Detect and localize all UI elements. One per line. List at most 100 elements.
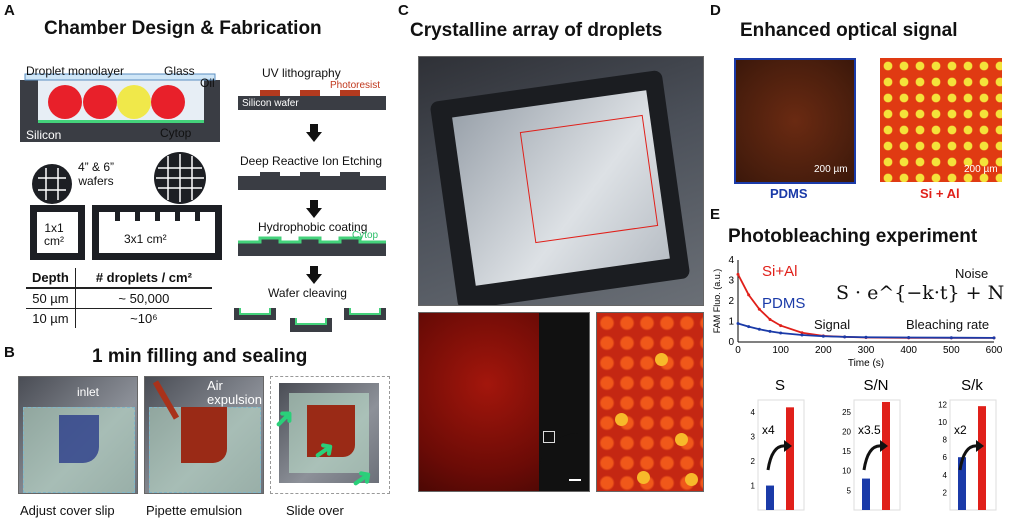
label-cytop-coating: Cytop <box>352 230 379 241</box>
bar-y-tick-label: 10 <box>842 467 851 476</box>
data-point <box>747 293 751 297</box>
label-wafers: 4” & 6” wafers <box>78 160 115 188</box>
label-photoresist: Photoresist <box>330 80 381 91</box>
bar-y-tick-label: 8 <box>943 436 948 445</box>
step-image-adjust-cover-slip: inlet <box>18 376 138 494</box>
chip-photograph <box>418 56 704 306</box>
bar-y-tick-label: 6 <box>943 453 948 462</box>
step-caption: Slide over <box>286 503 344 518</box>
pdms-image: 200 µm <box>734 58 856 184</box>
label-cytop: Cytop <box>160 126 192 140</box>
step-overlay-text: inlet <box>77 385 100 399</box>
data-point <box>800 333 804 337</box>
x-tick-label: 300 <box>858 345 875 356</box>
zoom-box <box>543 431 555 443</box>
annotation-noise: Noise <box>955 266 989 281</box>
wafer-icons <box>32 152 206 204</box>
emulsion-region <box>181 407 227 463</box>
fold-change-label: x4 <box>762 423 775 437</box>
label-silicon: Silicon <box>26 128 62 142</box>
ratio-bar-charts: S 1 2 3 4 x4 S/N 5 10 15 20 25 x3.5 S/k 2 4 6 8 10 12 x2 <box>736 376 1024 526</box>
x-tick-label: 100 <box>772 345 789 356</box>
panel-e-title: Photobleaching experiment <box>728 226 978 247</box>
bar-y-tick-label: 10 <box>938 418 947 427</box>
curved-arrow-icon <box>766 444 787 471</box>
step-image-slide-over: ➜ ➜ ➜ <box>265 376 390 497</box>
arrow-down-icon <box>306 124 322 142</box>
panel-d-label: D <box>710 2 721 19</box>
zoom-box <box>519 114 659 244</box>
panel-e-label: E <box>710 206 721 223</box>
bar-pdms <box>766 485 774 510</box>
positive-droplet <box>637 471 650 484</box>
fluorescence-overview <box>418 312 590 492</box>
arrowhead-icon <box>880 440 888 452</box>
annotation-signal: Signal <box>814 317 851 332</box>
data-point <box>949 336 953 340</box>
panel-a-title: Chamber Design & Fabrication <box>44 18 322 39</box>
droplet <box>48 85 82 119</box>
data-point <box>843 335 847 339</box>
emulsion-region <box>307 405 355 457</box>
cytop-layer <box>38 120 204 123</box>
curved-arrow-icon <box>958 444 979 471</box>
bar-y-tick-label: 20 <box>842 427 851 436</box>
bar-sial <box>978 406 986 510</box>
bar-y-tick-label: 3 <box>751 433 756 442</box>
x-tick-label: 200 <box>815 345 832 356</box>
positive-droplet <box>615 413 628 426</box>
bar-y-tick-label: 4 <box>943 471 948 480</box>
panel-b-label: B <box>4 344 15 361</box>
data-point <box>757 327 761 331</box>
data-point <box>800 331 804 335</box>
step-hydrophobic: Hydrophobic coating <box>258 220 368 234</box>
legend-entry: Si+Al <box>762 263 797 280</box>
data-point <box>907 335 911 339</box>
chamber-region <box>59 415 99 463</box>
sial-caption: Si + Al <box>920 186 960 201</box>
bar-y-tick-label: 4 <box>751 408 756 417</box>
x-tick-label: 500 <box>943 345 960 356</box>
step-image-pipette-emulsion: Air expulsion <box>144 376 264 494</box>
y-tick-label: 3 <box>728 276 734 287</box>
step-caption: Adjust cover slip <box>20 503 115 518</box>
data-point <box>736 272 740 276</box>
data-point <box>779 324 783 328</box>
y-tick-label: 1 <box>728 317 734 328</box>
bar-pdms <box>958 457 966 510</box>
x-tick-label: 600 <box>986 345 1003 356</box>
bar-y-tick-label: 2 <box>943 488 948 497</box>
scale-bar-label: 200 µm <box>814 164 848 175</box>
bar-y-tick-label: 12 <box>938 400 947 409</box>
table-row: 50 µm ~ 50,000 <box>26 288 212 309</box>
photobleaching-chart: 0 1 2 3 4 0 100 200 300 400 500 600 Time (s) FAM Fluo… <box>712 255 1003 369</box>
table-cell: 10 µm <box>26 308 76 328</box>
y-tick-label: 4 <box>728 255 734 266</box>
positive-droplet <box>685 473 698 486</box>
bar-y-tick-label: 2 <box>751 457 756 466</box>
coated-wafer-diagram <box>238 236 386 256</box>
y-axis-label: FAM Fluo. (a.u.) <box>712 269 722 334</box>
droplet <box>117 85 151 119</box>
bar-chart-title: S/N <box>863 377 888 394</box>
data-point <box>747 325 751 329</box>
droplet <box>83 85 117 119</box>
bar-sial <box>786 407 794 510</box>
bar-chart-title: S <box>775 377 785 394</box>
data-point <box>821 334 825 338</box>
glass-slide <box>24 73 216 81</box>
y-tick-label: 2 <box>728 296 734 307</box>
label-silicon-wafer: Silicon wafer <box>242 98 299 109</box>
legend-entry: PDMS <box>762 295 805 312</box>
droplet <box>151 85 185 119</box>
annotation-bleaching: Bleaching rate <box>906 317 990 332</box>
data-point <box>736 322 740 326</box>
series-line <box>737 322 995 339</box>
step-caption: Pipette emulsion <box>146 503 243 518</box>
table-row: 10 µm ~10⁶ <box>26 308 212 328</box>
bar-y-tick-label: 25 <box>842 408 851 417</box>
table-cell: ~10⁶ <box>130 311 158 326</box>
scale-bar-label: 200 µm <box>964 164 998 175</box>
x-tick-label: 400 <box>900 345 917 356</box>
table-header-droplets: # droplets / cm² <box>75 268 212 289</box>
